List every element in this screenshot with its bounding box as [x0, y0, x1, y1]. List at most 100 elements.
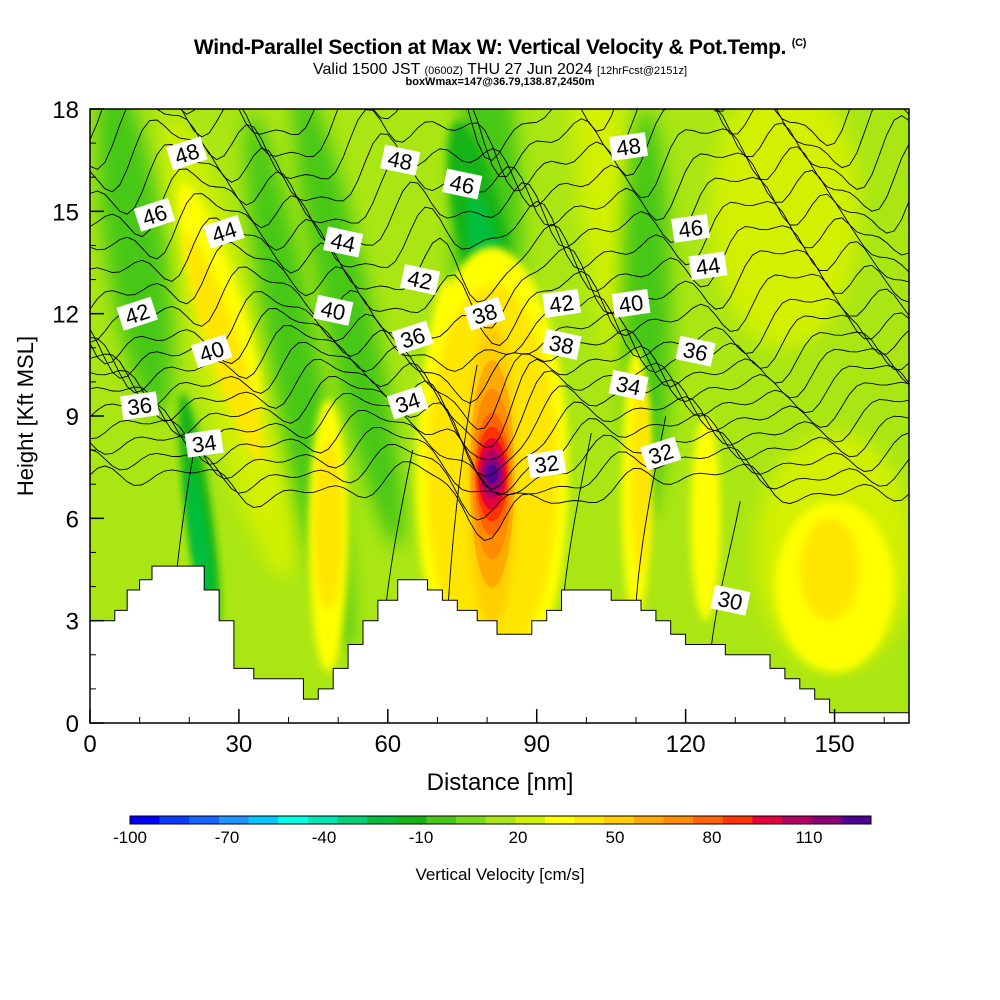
x-tick-label: 60	[374, 731, 401, 758]
x-tick-label: 0	[83, 731, 96, 758]
theta-label: 44	[203, 214, 245, 249]
colorbar-swatch	[218, 816, 249, 824]
theta-label: 48	[609, 132, 649, 161]
theta-label: 30	[710, 584, 751, 616]
theta-contour-line	[710, 501, 741, 655]
theta-label-text: 46	[677, 215, 705, 243]
theta-contour-line	[635, 415, 667, 604]
theta-label-text: 32	[533, 450, 561, 478]
theta-label-text: 44	[328, 228, 357, 258]
theta-contour-line	[90, 109, 909, 192]
colorbar-swatch	[367, 816, 398, 824]
colorbar-tick-label: 20	[509, 828, 528, 847]
y-tick-label: 6	[66, 506, 79, 533]
velocity-blob	[96, 109, 173, 415]
theta-label-box	[133, 197, 176, 232]
theta-label: 42	[542, 289, 582, 318]
theta-label-text: 36	[126, 392, 154, 420]
valid-date: THU 27 Jun 2024	[467, 61, 593, 78]
theta-label-box	[527, 449, 567, 479]
forecast-info: [12hrFcst@2151z]	[596, 65, 688, 77]
terrain-mask	[89, 565, 910, 724]
theta-label: 46	[133, 197, 176, 232]
colorbar-tick-label: -70	[215, 828, 240, 847]
theta-label-text: 42	[548, 290, 576, 318]
theta-label-box	[399, 264, 441, 296]
theta-contour-line	[90, 308, 909, 404]
theta-contour-line	[90, 168, 909, 256]
theta-label: 38	[541, 328, 582, 360]
theta-contour-line	[446, 364, 478, 621]
x-axis-label: Distance [nm]	[427, 769, 574, 796]
colorbar-swatch	[663, 816, 694, 824]
colorbar-swatch	[307, 816, 338, 824]
theta-label: 42	[116, 296, 158, 331]
theta-label: 34	[608, 369, 649, 401]
theta-label-text: 38	[547, 330, 576, 360]
theta-label-text: 40	[319, 296, 348, 326]
theta-contour-line	[90, 358, 909, 460]
colorbar-swatch	[633, 816, 664, 824]
theta-label-box	[386, 385, 429, 420]
theta-contour-line	[90, 144, 909, 234]
theta-label-box	[116, 296, 158, 331]
y-tick-label: 9	[66, 404, 79, 431]
theta-contour-line	[90, 375, 909, 477]
colorbar-swatch	[722, 816, 753, 824]
x-tick-label: 90	[523, 731, 550, 758]
y-tick-label: 12	[52, 302, 79, 329]
theta-contour-line	[90, 266, 909, 347]
theta-label-box	[442, 168, 483, 200]
theta-label-text: 46	[448, 170, 477, 200]
colorbar-tick-label: -40	[312, 828, 337, 847]
colorbar-swatch	[604, 816, 635, 824]
theta-label-box	[120, 391, 160, 421]
theta-label: 32	[527, 449, 567, 479]
theta-label-box	[542, 289, 582, 318]
theta-label: 40	[190, 334, 233, 369]
valid-utc: (0600Z)	[424, 65, 463, 77]
theta-label: 44	[688, 251, 728, 280]
velocity-blob	[799, 518, 860, 621]
theta-label-text: 34	[614, 371, 643, 401]
theta-label-text: 48	[386, 146, 415, 176]
theta-contour-line	[90, 119, 909, 212]
theta-label: 36	[120, 391, 160, 421]
theta-label-box	[541, 328, 582, 360]
colorbar-swatch	[130, 816, 160, 824]
x-tick-label: 120	[666, 731, 706, 758]
theta-label-box	[710, 584, 751, 616]
colorbar-swatch	[248, 816, 279, 824]
theta-contour-line	[90, 325, 909, 430]
velocity-blob	[313, 439, 344, 611]
theta-label-box	[671, 214, 711, 243]
theta-label-box	[463, 296, 506, 331]
theta-label-text: 40	[617, 290, 645, 318]
theta-label-box	[165, 136, 208, 171]
theta-contours	[90, 109, 909, 723]
x-tick-label: 30	[226, 731, 253, 758]
colorbar-swatch	[485, 816, 516, 824]
theta-contour-line	[179, 109, 851, 161]
theta-label-box	[611, 289, 651, 318]
theta-label: 34	[184, 428, 224, 458]
y-tick-label: 0	[66, 711, 79, 738]
y-tick-label: 15	[52, 199, 79, 226]
theta-contour-line	[90, 426, 909, 496]
theta-label-box	[608, 369, 649, 401]
theta-label-box	[184, 428, 224, 458]
colorbar-swatch	[782, 816, 813, 824]
terrain	[89, 565, 910, 724]
velocity-blob	[631, 381, 651, 573]
y-tick-label: 18	[52, 97, 79, 124]
valid-prefix: Valid 1500 JST	[312, 61, 420, 78]
colorbar-tick-label: 50	[606, 828, 625, 847]
valid-time-line: Valid 1500 JST (0600Z) THU 27 Jun 2024 […	[0, 61, 1000, 79]
theta-label-text: 44	[694, 252, 722, 280]
colorbar-swatch	[337, 816, 368, 824]
theta-contour-line	[90, 109, 909, 178]
theta-label-box	[380, 144, 421, 176]
theta-label-text: 34	[190, 430, 218, 458]
